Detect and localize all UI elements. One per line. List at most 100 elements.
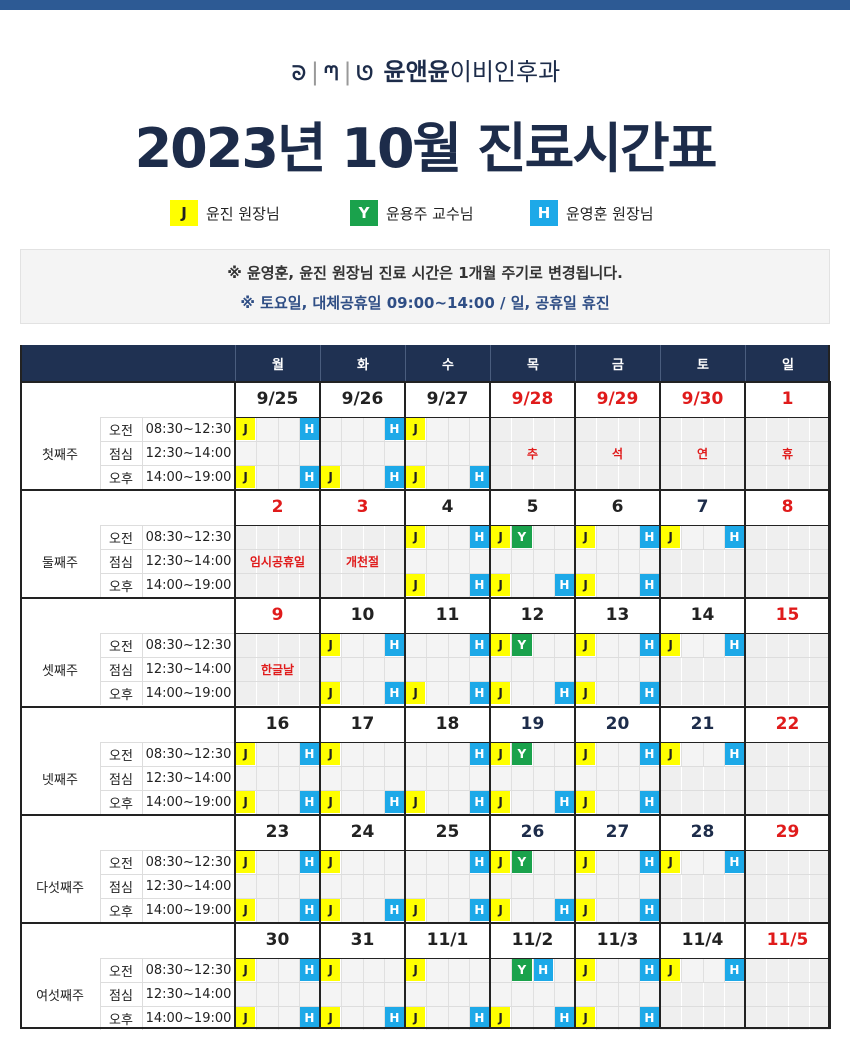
slot-empty	[532, 573, 554, 597]
grid-line	[617, 982, 619, 1006]
grid-line	[766, 657, 768, 681]
grid-line	[723, 742, 725, 766]
grid-line	[235, 417, 830, 418]
slot-empty	[426, 681, 448, 705]
grid-line	[142, 525, 143, 597]
slot-empty	[383, 657, 405, 681]
grid-line	[447, 417, 449, 441]
slot-j: J	[321, 791, 341, 813]
period-name: 오전	[109, 639, 133, 655]
slot-empty	[596, 1006, 618, 1030]
slot-h: H	[384, 418, 404, 440]
slot-empty	[575, 657, 597, 681]
grid-line	[575, 982, 660, 983]
slot-empty	[596, 898, 618, 922]
slot-empty	[277, 742, 299, 766]
slot-h: H	[469, 851, 489, 873]
slot-j: J	[576, 634, 596, 656]
slot-empty	[447, 1006, 469, 1030]
grid-line	[596, 657, 598, 681]
slot-empty	[383, 982, 405, 1006]
grid-line	[702, 898, 704, 922]
grid-line	[426, 898, 428, 922]
grid-line	[681, 982, 683, 1006]
grid-line	[447, 874, 449, 898]
slot-h: H	[299, 791, 319, 813]
grid-line	[553, 742, 555, 766]
slot-empty	[447, 657, 469, 681]
grid-line	[277, 790, 279, 814]
grid-line	[447, 742, 449, 766]
slot-empty	[447, 417, 469, 441]
slot-empty	[638, 874, 660, 898]
grid-line	[532, 898, 534, 922]
slot-empty	[702, 525, 724, 549]
grid-line	[426, 417, 428, 441]
page-title: 2023년 10월 진료시간표	[134, 117, 718, 180]
grid-line	[100, 525, 101, 597]
date-cell: 5	[526, 497, 539, 517]
grid-line	[702, 958, 704, 982]
period-time: 12:30~14:00	[145, 445, 232, 461]
grid-line	[638, 657, 640, 681]
grid-line	[20, 922, 830, 924]
grid-line	[277, 465, 279, 489]
grid-line	[808, 465, 810, 489]
slot-empty	[362, 850, 384, 874]
slot-empty	[341, 850, 363, 874]
grid-line	[681, 417, 683, 441]
grid-line	[553, 417, 555, 441]
slot-h: H	[469, 466, 489, 488]
grid-line	[256, 982, 258, 1006]
grid-line	[723, 850, 725, 874]
grid-line	[808, 874, 810, 898]
grid-line	[511, 525, 513, 549]
grid-line	[405, 766, 490, 767]
grid-line	[298, 1006, 300, 1030]
grid-line	[20, 706, 830, 708]
grid-line	[532, 441, 534, 465]
grid-line	[511, 441, 513, 465]
slot-empty	[405, 657, 427, 681]
slot-empty	[553, 874, 575, 898]
grid-line	[575, 681, 660, 682]
grid-line	[723, 465, 725, 489]
slot-empty	[447, 790, 469, 814]
slot-empty	[532, 633, 554, 657]
slot-empty	[702, 742, 724, 766]
week-label: 다섯째주	[36, 880, 84, 896]
slot-j: J	[406, 682, 426, 704]
slot-h: H	[639, 851, 659, 873]
slot-empty	[596, 766, 618, 790]
grid-line	[596, 850, 598, 874]
slot-empty	[447, 549, 469, 573]
period-time: 14:00~19:00	[145, 902, 232, 918]
grid-line	[362, 417, 364, 441]
slot-j: J	[491, 526, 511, 548]
slot-empty	[702, 850, 724, 874]
grid-line	[681, 898, 683, 922]
slot-empty	[362, 874, 384, 898]
grid-line	[766, 850, 768, 874]
grid-line	[553, 573, 555, 597]
doctor-legend: J 윤진 원장님 Y 윤용주 교수님 H 윤영훈 원장님	[0, 200, 850, 226]
grid-line	[277, 681, 279, 705]
grid-line	[787, 766, 789, 790]
grid-line	[511, 874, 513, 898]
grid-line	[681, 465, 683, 489]
grid-line	[298, 958, 300, 982]
slot-empty	[362, 633, 384, 657]
date-cell: 11/1	[426, 930, 469, 950]
slot-h: H	[469, 1007, 489, 1029]
slot-empty	[341, 465, 363, 489]
slot-h: H	[299, 466, 319, 488]
grid-line	[277, 657, 279, 681]
date-cell: 1	[781, 389, 794, 409]
slot-empty	[341, 898, 363, 922]
slot-empty	[362, 465, 384, 489]
grid-line	[100, 958, 235, 959]
grid-line	[553, 766, 555, 790]
slot-empty	[468, 874, 490, 898]
grid-line	[447, 790, 449, 814]
slot-empty	[447, 850, 469, 874]
